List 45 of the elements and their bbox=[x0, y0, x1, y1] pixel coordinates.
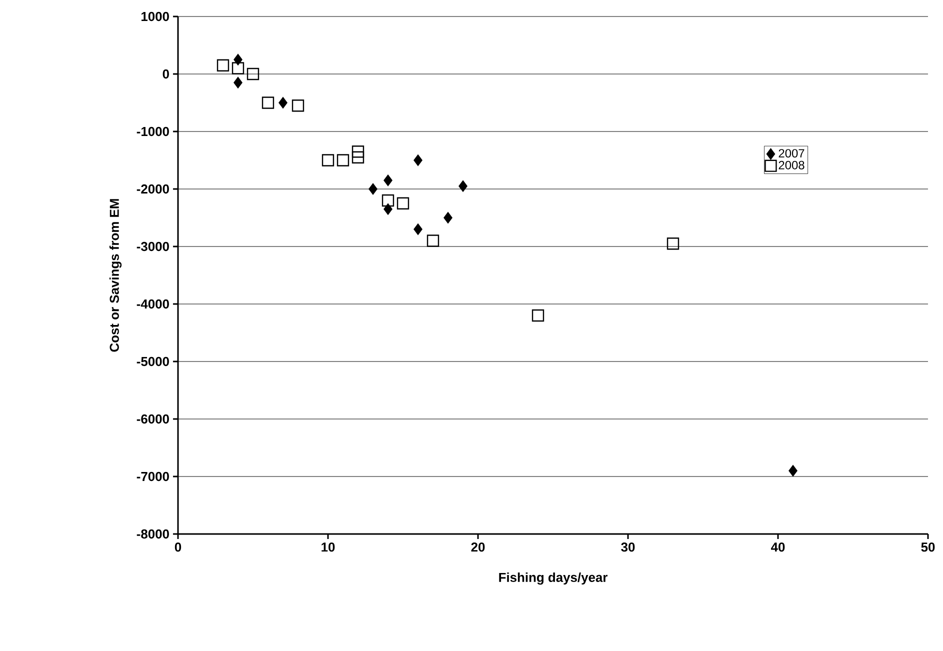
point bbox=[234, 77, 242, 88]
x-tick-label: 20 bbox=[471, 542, 485, 552]
y-tick-label: -3000 bbox=[136, 242, 169, 252]
point bbox=[246, 68, 260, 80]
point bbox=[262, 96, 274, 109]
point bbox=[216, 59, 230, 72]
point bbox=[232, 62, 244, 74]
legend-label: 2008 bbox=[778, 160, 804, 170]
point bbox=[426, 234, 440, 247]
y-tick-label: 1000 bbox=[142, 12, 169, 22]
point bbox=[384, 204, 392, 215]
y-tick-label: -7000 bbox=[136, 472, 169, 482]
point bbox=[352, 151, 364, 164]
y-tick-label: 0 bbox=[162, 69, 169, 79]
point bbox=[322, 154, 334, 166]
y-tick-label: -2000 bbox=[136, 184, 169, 194]
y-tick-label: -8000 bbox=[136, 529, 169, 539]
point bbox=[532, 309, 544, 322]
x-tick-label: 50 bbox=[921, 542, 935, 552]
point bbox=[444, 212, 452, 224]
x-tick-label: 40 bbox=[771, 542, 785, 552]
point bbox=[458, 180, 468, 192]
y-tick-label: -5000 bbox=[136, 356, 169, 366]
point bbox=[278, 97, 288, 108]
y-tick-label: -1000 bbox=[136, 126, 169, 136]
point bbox=[384, 174, 392, 186]
point bbox=[368, 183, 378, 195]
point bbox=[352, 146, 364, 158]
y-tick-label: -6000 bbox=[136, 414, 169, 424]
y-axis-title: Cost or Savings from EM bbox=[109, 199, 122, 352]
x-axis-title: Fishing days/year bbox=[499, 572, 608, 585]
x-tick-label: 30 bbox=[621, 542, 635, 552]
point bbox=[234, 54, 242, 66]
point bbox=[788, 465, 798, 476]
x-tick-label: 0 bbox=[174, 542, 182, 552]
x-tick-label: 10 bbox=[322, 542, 335, 552]
point bbox=[336, 154, 350, 166]
point bbox=[414, 154, 422, 166]
point bbox=[396, 197, 410, 210]
point bbox=[292, 100, 304, 112]
point bbox=[666, 238, 680, 250]
y-tick-label: -4000 bbox=[136, 299, 169, 309]
point bbox=[414, 224, 422, 235]
point bbox=[382, 194, 394, 207]
legend-label: 2007 bbox=[778, 149, 804, 158]
